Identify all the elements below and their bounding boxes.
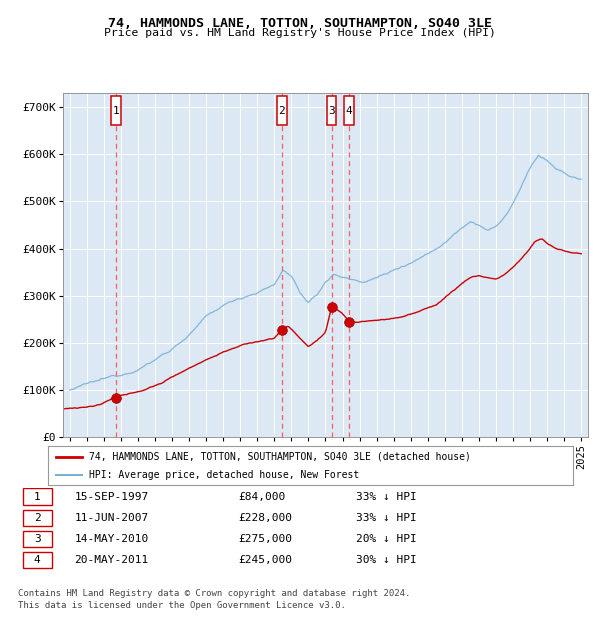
Text: 1: 1: [113, 105, 119, 115]
Text: 2: 2: [278, 105, 285, 115]
FancyBboxPatch shape: [344, 97, 354, 125]
Text: 11-JUN-2007: 11-JUN-2007: [74, 513, 149, 523]
Text: 15-SEP-1997: 15-SEP-1997: [74, 492, 149, 502]
FancyBboxPatch shape: [23, 489, 52, 505]
Text: 4: 4: [346, 105, 352, 115]
FancyBboxPatch shape: [23, 552, 52, 569]
Text: 33% ↓ HPI: 33% ↓ HPI: [356, 513, 417, 523]
Text: 74, HAMMONDS LANE, TOTTON, SOUTHAMPTON, SO40 3LE (detached house): 74, HAMMONDS LANE, TOTTON, SOUTHAMPTON, …: [89, 452, 471, 462]
Text: HPI: Average price, detached house, New Forest: HPI: Average price, detached house, New …: [89, 470, 359, 480]
Text: 20-MAY-2011: 20-MAY-2011: [74, 555, 149, 565]
Text: 4: 4: [34, 555, 41, 565]
FancyBboxPatch shape: [112, 97, 121, 125]
Text: 3: 3: [328, 105, 335, 115]
FancyBboxPatch shape: [23, 531, 52, 547]
Text: Price paid vs. HM Land Registry's House Price Index (HPI): Price paid vs. HM Land Registry's House …: [104, 28, 496, 38]
FancyBboxPatch shape: [277, 97, 287, 125]
Text: £84,000: £84,000: [238, 492, 285, 502]
FancyBboxPatch shape: [327, 97, 337, 125]
Text: 33% ↓ HPI: 33% ↓ HPI: [356, 492, 417, 502]
Text: 14-MAY-2010: 14-MAY-2010: [74, 534, 149, 544]
Text: 30% ↓ HPI: 30% ↓ HPI: [356, 555, 417, 565]
Text: This data is licensed under the Open Government Licence v3.0.: This data is licensed under the Open Gov…: [18, 601, 346, 611]
Text: £275,000: £275,000: [238, 534, 292, 544]
FancyBboxPatch shape: [23, 510, 52, 526]
Text: £245,000: £245,000: [238, 555, 292, 565]
Text: 20% ↓ HPI: 20% ↓ HPI: [356, 534, 417, 544]
Text: 3: 3: [34, 534, 41, 544]
Text: 2: 2: [34, 513, 41, 523]
Text: £228,000: £228,000: [238, 513, 292, 523]
Text: 74, HAMMONDS LANE, TOTTON, SOUTHAMPTON, SO40 3LE: 74, HAMMONDS LANE, TOTTON, SOUTHAMPTON, …: [108, 17, 492, 30]
Text: 1: 1: [34, 492, 41, 502]
Text: Contains HM Land Registry data © Crown copyright and database right 2024.: Contains HM Land Registry data © Crown c…: [18, 589, 410, 598]
